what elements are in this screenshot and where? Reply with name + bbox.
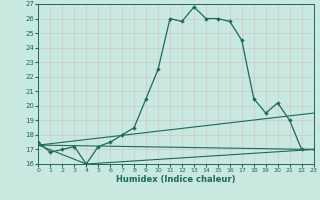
X-axis label: Humidex (Indice chaleur): Humidex (Indice chaleur)	[116, 175, 236, 184]
